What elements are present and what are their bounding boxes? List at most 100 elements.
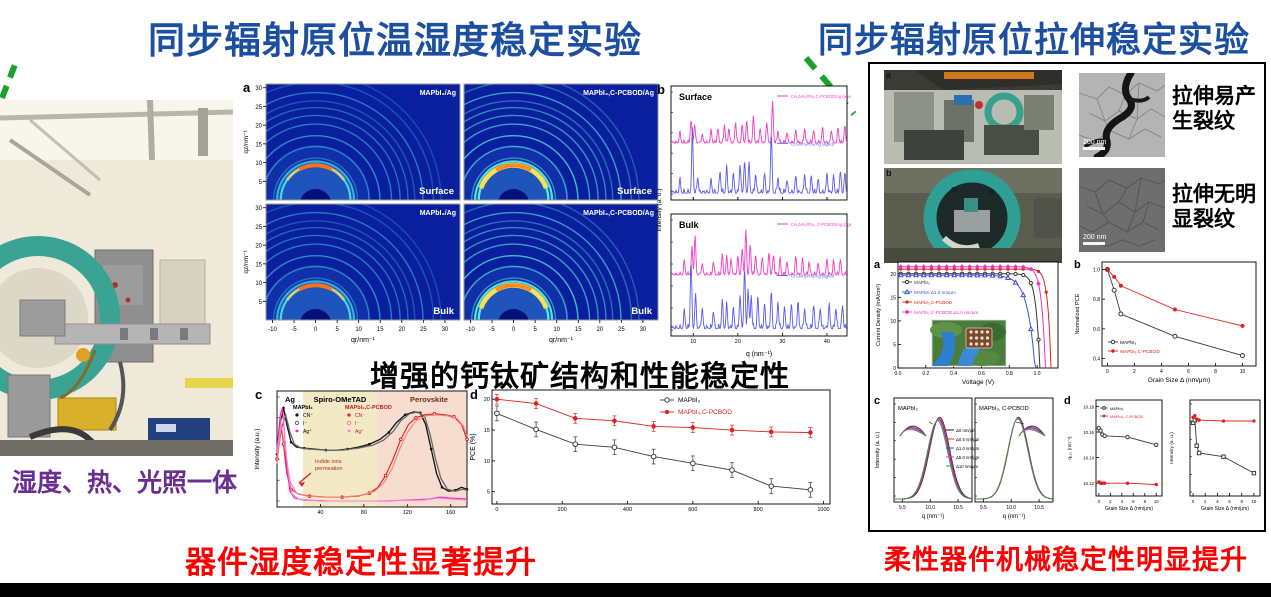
jv-figure: a 0.0 0.2 0.4 0.6 0.8 1.0 0 5 10 15 20 MAPbI₃ MAPbI₃ … [874, 259, 1059, 386]
svg-text:b: b [1074, 259, 1081, 271]
svg-text:6: 6 [1132, 499, 1135, 504]
svg-text:Voltage (V): Voltage (V) [962, 379, 994, 386]
svg-text:permeation: permeation [315, 466, 343, 472]
svg-text:15: 15 [377, 327, 384, 333]
svg-text:10.5: 10.5 [953, 505, 963, 511]
svg-text:25: 25 [420, 327, 427, 333]
tensile-setup-photo-a [884, 70, 1062, 164]
svg-text:800: 800 [754, 507, 763, 513]
svg-text:Iodide ions: Iodide ions [315, 459, 342, 465]
svg-text:MAPbI₃,C-PCBOD/Ag: MAPbI₃,C-PCBOD/Ag [583, 210, 654, 217]
svg-text:20: 20 [398, 327, 405, 333]
svg-text:15: 15 [890, 295, 896, 301]
title-left: 同步辐射原位温湿度稳定实验 [148, 20, 642, 61]
svg-text:-10: -10 [466, 327, 475, 333]
svg-text:0.4: 0.4 [950, 371, 957, 377]
svg-text:9.5: 9.5 [899, 505, 906, 511]
svg-text:1000: 1000 [817, 507, 829, 513]
svg-text:10.16: 10.16 [1083, 430, 1094, 435]
svg-text:0: 0 [314, 327, 318, 333]
svg-text:MAPbI₃ Δ1.0 nm/μm: MAPbI₃ Δ1.0 nm/μm [914, 290, 956, 295]
svg-text:0: 0 [1098, 499, 1101, 504]
svg-text:10.18: 10.18 [1083, 404, 1094, 409]
svg-text:I⁻: I⁻ [355, 421, 359, 427]
svg-text:-5: -5 [291, 327, 297, 333]
svg-text:-10: -10 [268, 327, 277, 333]
svg-text:0.2: 0.2 [922, 371, 929, 377]
svg-text:9.5: 9.5 [980, 505, 987, 511]
svg-text:q (nm⁻¹): q (nm⁻¹) [746, 351, 772, 358]
svg-text:20: 20 [255, 244, 262, 250]
svg-text:PCE (%): PCE (%) [470, 433, 477, 460]
svg-text:Current Density (mA/cm²): Current Density (mA/cm²) [876, 284, 882, 347]
svg-text:0: 0 [512, 327, 516, 333]
svg-text:Δ0.5 nm/μm: Δ0.5 nm/μm [956, 437, 980, 442]
svg-text:10: 10 [1252, 499, 1257, 504]
right-claim: 柔性器件机械稳定性明显提升 [884, 545, 1248, 575]
svg-text:MAPbI₃: MAPbI₃ [1110, 406, 1124, 411]
svg-text:Δ10 nm/μm: Δ10 nm/μm [956, 464, 978, 469]
svg-text:MAPbI₃: MAPbI₃ [293, 405, 313, 411]
svg-text:5: 5 [487, 490, 490, 496]
svg-text:CH₃NH₃PbI₃/Ag (aged): CH₃NH₃PbI₃/Ag (aged) [791, 273, 835, 278]
svg-text:b: b [657, 82, 665, 97]
svg-text:Grain Size Δ (nm/μm): Grain Size Δ (nm/μm) [1201, 506, 1249, 512]
svg-text:MAPbI₃: MAPbI₃ [678, 397, 701, 404]
photo-caption: 湿度、热、光照一体 [12, 469, 238, 497]
svg-text:CH₃NH₃PbI₃,C-PCBOD/Ag (aged): CH₃NH₃PbI₃,C-PCBOD/Ag (aged) [791, 94, 851, 99]
svg-text:10: 10 [890, 319, 896, 325]
sem2-scale-bar: 200 nm [1083, 234, 1107, 241]
svg-text:40: 40 [824, 339, 830, 345]
svg-text:Δ0 nm/μm: Δ0 nm/μm [956, 428, 976, 433]
svg-text:qz/nm⁻¹: qz/nm⁻¹ [243, 250, 250, 274]
svg-text:160: 160 [446, 510, 455, 516]
sem-caption-nocrack: 拉伸无明显裂纹 [1172, 183, 1256, 232]
q110-figure: d 0 2 4 6 8 10 10.12 10.14 10.16 10.18 MAPbI₃ MAPbI₃… [1064, 395, 1163, 512]
svg-text:Intensity (a. u.): Intensity (a. u.) [656, 189, 663, 232]
svg-text:qr/nm⁻¹: qr/nm⁻¹ [549, 337, 574, 344]
svg-text:d: d [470, 387, 478, 402]
svg-text:1.0: 1.0 [1093, 267, 1100, 273]
svg-text:2: 2 [1133, 369, 1136, 375]
svg-text:Ag: Ag [285, 395, 295, 404]
svg-text:15: 15 [575, 327, 582, 333]
svg-text:25: 25 [255, 105, 262, 111]
svg-text:30: 30 [640, 327, 647, 333]
svg-text:600: 600 [688, 507, 697, 513]
svg-text:0.6: 0.6 [978, 371, 985, 377]
svg-text:5: 5 [893, 342, 896, 348]
svg-text:30: 30 [255, 206, 262, 212]
svg-text:20: 20 [596, 327, 603, 333]
svg-text:Perovskite: Perovskite [410, 395, 448, 404]
svg-text:10: 10 [255, 161, 262, 167]
normalized-pce-figure: b 0 2 4 6 8 10 0.4 0.6 0.8 1.0 MAPbI₃ MAPbI₃,C-PCBOD… [1074, 259, 1257, 384]
svg-text:Δ1.0 nm/μm: Δ1.0 nm/μm [956, 446, 980, 451]
svg-text:6: 6 [1228, 499, 1231, 504]
svg-text:MAPbI₃: MAPbI₃ [1120, 340, 1136, 346]
svg-text:MAPbI₃,C-PCBOD/Ag: MAPbI₃,C-PCBOD/Ag [583, 90, 654, 97]
sem1-scale-bar: 200 nm [1083, 139, 1107, 146]
svg-text:8: 8 [1144, 499, 1147, 504]
svg-text:qz/nm⁻¹: qz/nm⁻¹ [243, 130, 250, 154]
svg-text:Grain Size Δ (nm/μm): Grain Size Δ (nm/μm) [1148, 377, 1210, 384]
svg-text:I⁻: I⁻ [303, 421, 307, 427]
svg-text:Surface: Surface [617, 186, 652, 197]
svg-text:2: 2 [1109, 499, 1112, 504]
svg-text:Ag⁺: Ag⁺ [303, 429, 312, 435]
svg-text:0.4: 0.4 [1093, 357, 1100, 363]
svg-text:10.12: 10.12 [1083, 481, 1094, 486]
svg-text:4: 4 [1121, 499, 1124, 504]
svg-text:MAPbI₃,C-PCBOD: MAPbI₃,C-PCBOD [678, 409, 732, 416]
svg-text:0: 0 [495, 507, 498, 513]
intensity-grainsize-figure: 0 2 4 6 8 10 Intensity (a. u.) Grain Size Δ (nm… [1169, 399, 1261, 512]
svg-text:25: 25 [255, 225, 262, 231]
svg-text:Bulk: Bulk [631, 306, 652, 317]
svg-text:Bulk: Bulk [679, 220, 699, 230]
photo-label-b: b [886, 168, 892, 178]
svg-text:a: a [874, 259, 881, 271]
svg-text:Spiro-OMeTAD: Spiro-OMeTAD [314, 395, 367, 404]
svg-text:4: 4 [1216, 499, 1219, 504]
svg-text:10.14: 10.14 [1083, 456, 1094, 461]
svg-text:0: 0 [1192, 499, 1195, 504]
